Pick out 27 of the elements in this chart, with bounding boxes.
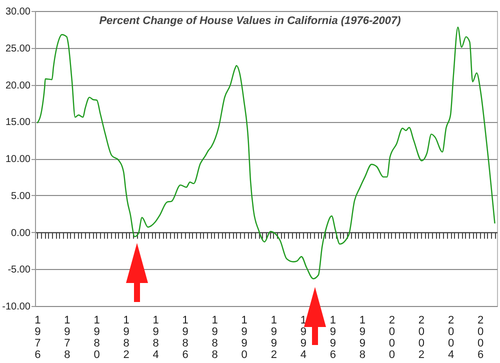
x-tick-label: 1 9 9 4 (300, 314, 306, 361)
x-tick-label: 1 9 8 8 (212, 314, 218, 361)
x-tick-label: 2 0 0 0 (388, 314, 396, 361)
x-tick-label: 2 0 0 6 (477, 314, 484, 361)
x-tick-label: 2 0 0 4 (448, 314, 454, 361)
x-tick-label: 2 0 0 2 (418, 314, 425, 361)
x-tick-label: 1 9 8 6 (182, 314, 188, 361)
line-series (36, 26, 496, 280)
x-tick-label: 1 9 9 8 (359, 314, 366, 361)
y-tick-label: 0.00 (11, 228, 31, 239)
x-tick-label: 1 9 9 0 (241, 314, 248, 361)
x-tick-label: 1 9 7 6 (34, 314, 41, 361)
x-tick-label: 1 9 8 4 (152, 314, 159, 361)
chart-title: Percent Change of House Values in California (1976-2007) (99, 15, 402, 27)
y-tick-label: 5.00 (11, 190, 31, 202)
y-tick-label: -5.00 (8, 264, 31, 276)
y-tick-label: 25.00 (5, 43, 31, 54)
y-tick-label: -10.00 (2, 302, 31, 312)
x-tick-label: 1 9 8 2 (123, 314, 130, 361)
x-tick-label: 1 9 9 2 (270, 314, 277, 361)
x-tick-label: 1 9 8 0 (94, 314, 100, 361)
x-tick-label: 1 9 7 8 (64, 314, 70, 361)
x-tick-label: 1 9 9 6 (330, 314, 336, 361)
y-tick-label: 10.00 (5, 154, 31, 165)
y-tick-label: 30.00 (5, 6, 31, 18)
y-tick-label: 15.00 (5, 117, 31, 128)
y-tick-label: 20.00 (5, 80, 31, 92)
